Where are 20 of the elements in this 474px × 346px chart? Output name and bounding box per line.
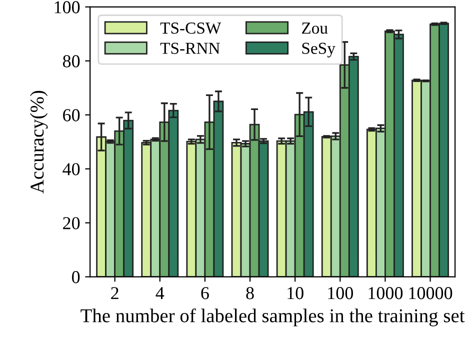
x-tick-label: 1000 xyxy=(368,287,403,300)
x-tick-label: 4 xyxy=(156,287,164,300)
legend-label: Zou xyxy=(302,22,328,34)
x-tick-label: 2 xyxy=(111,287,118,300)
x-tick-label: 10000 xyxy=(409,287,452,300)
y-tick-label: 60 xyxy=(63,109,80,122)
legend-label: SeSy xyxy=(302,42,336,58)
y-tick-label: 40 xyxy=(62,163,80,176)
x-tick-label: 6 xyxy=(201,287,209,300)
y-tick-label: 0 xyxy=(72,271,80,284)
legend-label: TS-CSW xyxy=(160,22,222,34)
x-tick-label: 10 xyxy=(288,287,304,300)
x-tick-label: 8 xyxy=(246,287,254,300)
y-tick-label: 100 xyxy=(54,1,80,14)
x-tick-label: 100 xyxy=(328,287,353,300)
y-tick-label: 20 xyxy=(63,217,80,230)
y-tick-label: 80 xyxy=(62,55,80,68)
x-axis-title: The number of labeled samples in the training set xyxy=(80,308,465,326)
y-axis-title: Accuracy(%) xyxy=(30,90,48,194)
legend-label: TS-RNN xyxy=(160,42,220,54)
